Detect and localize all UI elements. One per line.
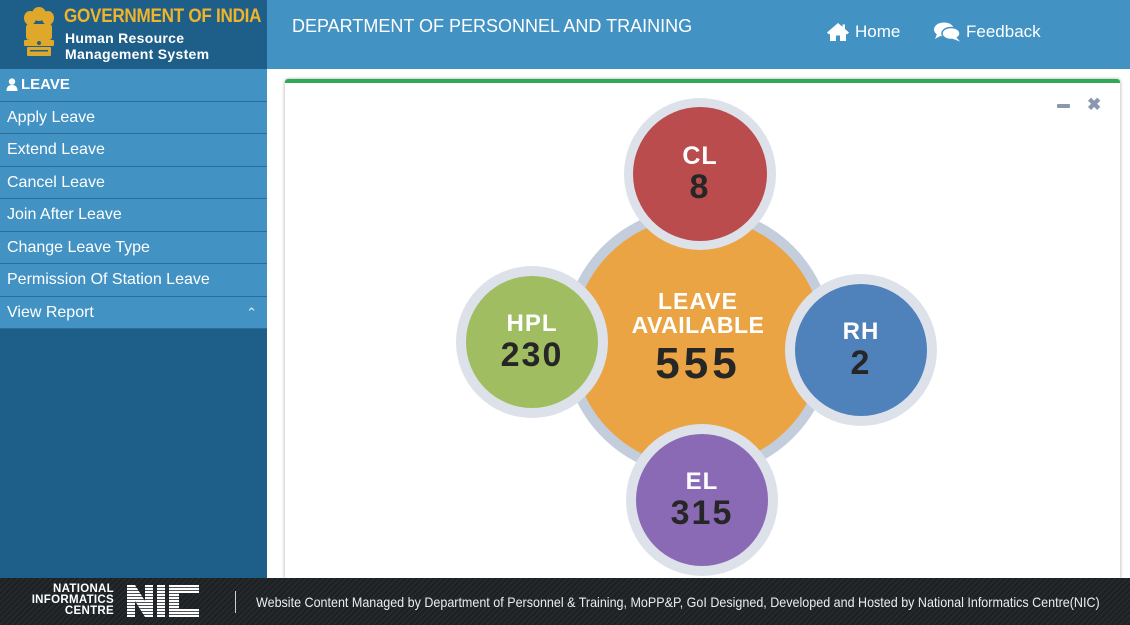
sidebar-section-leave[interactable]: LEAVE bbox=[0, 69, 267, 102]
user-icon bbox=[6, 78, 18, 92]
minimize-icon[interactable] bbox=[1057, 104, 1070, 108]
sidebar-item-label: Change Leave Type bbox=[7, 238, 150, 256]
department-title: DEPARTMENT OF PERSONNEL AND TRAINING bbox=[292, 16, 693, 36]
feedback-link[interactable]: Feedback bbox=[934, 22, 1041, 42]
el-value: 315 bbox=[670, 494, 734, 532]
nic-line2: INFORMATICS bbox=[31, 594, 114, 606]
nic-line3: CENTRE bbox=[64, 605, 114, 617]
leave-available-value: 555 bbox=[655, 339, 741, 388]
home-icon bbox=[827, 23, 849, 41]
cl-value: 8 bbox=[689, 168, 711, 206]
leave-available-label-2: AVAILABLE bbox=[631, 312, 765, 338]
close-icon[interactable]: ✖ bbox=[1087, 95, 1102, 114]
cl-circle: CL 8 bbox=[633, 107, 767, 241]
comments-icon bbox=[934, 22, 961, 42]
footer: NATIONAL INFORMATICS CENTRE Website Cont… bbox=[0, 578, 1130, 625]
footer-credit-text: Website Content Managed by Department of… bbox=[256, 594, 1100, 610]
sidebar-item-label: Apply Leave bbox=[7, 108, 96, 126]
sidebar-item-view-report[interactable]: View Report ⌃ bbox=[0, 296, 267, 329]
el-circle: EL 315 bbox=[636, 434, 768, 566]
nic-wordmark: NATIONAL INFORMATICS CENTRE bbox=[14, 583, 114, 617]
home-link[interactable]: Home bbox=[826, 22, 900, 42]
nic-logo-icon bbox=[127, 585, 199, 617]
national-emblem-icon bbox=[24, 7, 54, 56]
hpl-circle: HPL 230 bbox=[466, 276, 598, 408]
brand-subtitle-line1: Human Resource bbox=[65, 30, 185, 46]
brand-logo-area[interactable]: GOVERNMENT OF INDIA Human Resource Manag… bbox=[0, 0, 267, 69]
sidebar: LEAVE Apply Leave Extend Leave Cancel Le… bbox=[0, 69, 267, 578]
el-label: EL bbox=[685, 468, 719, 495]
footer-divider bbox=[235, 591, 236, 613]
sidebar-item-label: Join After Leave bbox=[7, 206, 122, 223]
sidebar-item-cancel-leave[interactable]: Cancel Leave bbox=[0, 166, 267, 199]
cl-label: CL bbox=[682, 142, 718, 170]
hpl-label: HPL bbox=[506, 310, 558, 337]
feedback-label: Feedback bbox=[966, 22, 1041, 41]
sidebar-item-label: Permission Of Station Leave bbox=[7, 271, 210, 288]
brand-title: GOVERNMENT OF INDIA bbox=[64, 6, 262, 27]
top-header: GOVERNMENT OF INDIA Human Resource Manag… bbox=[0, 0, 1130, 69]
rh-value: 2 bbox=[850, 344, 872, 382]
sidebar-item-label: View Report bbox=[7, 303, 94, 321]
sidebar-item-apply-leave[interactable]: Apply Leave bbox=[0, 101, 267, 134]
home-label: Home bbox=[855, 22, 901, 41]
leave-available-label-1: LEAVE bbox=[658, 288, 738, 314]
sidebar-item-label: Cancel Leave bbox=[7, 173, 105, 191]
sidebar-item-permission-station-leave[interactable]: Permission Of Station Leave bbox=[0, 264, 267, 297]
sidebar-item-extend-leave[interactable]: Extend Leave bbox=[0, 134, 267, 167]
hpl-value: 230 bbox=[500, 336, 564, 374]
sidebar-item-label: Extend Leave bbox=[7, 141, 105, 158]
rh-circle: RH 2 bbox=[795, 284, 927, 416]
leave-summary-panel: ✖ LEAVE AVAILABLE 555 CL 8 HPL 230 RH 2 … bbox=[285, 79, 1120, 579]
chevron-up-icon: ⌃ bbox=[246, 304, 257, 320]
brand-subtitle-line2: Management System bbox=[65, 46, 210, 62]
sidebar-item-join-after-leave[interactable]: Join After Leave bbox=[0, 199, 267, 232]
sidebar-section-label: LEAVE bbox=[21, 75, 70, 93]
sidebar-item-change-leave-type[interactable]: Change Leave Type bbox=[0, 231, 267, 264]
rh-label: RH bbox=[842, 318, 880, 345]
nic-line1: NATIONAL bbox=[53, 583, 114, 595]
